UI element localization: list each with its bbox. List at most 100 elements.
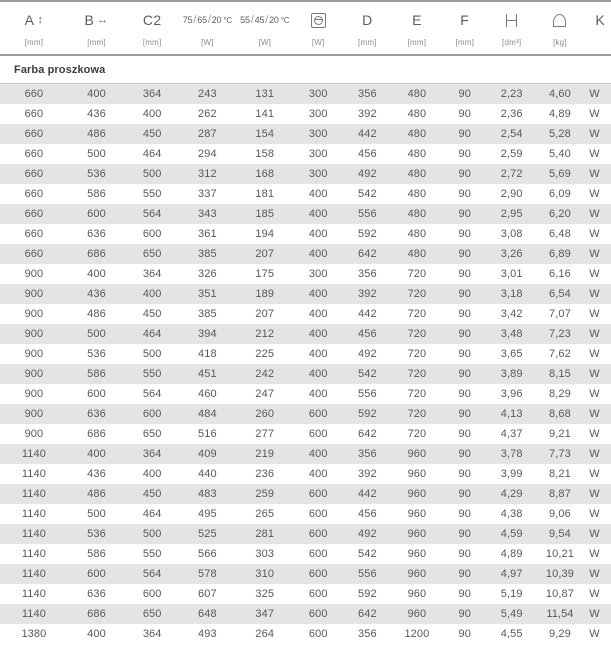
table-cell: 960 — [407, 548, 427, 560]
temp-degree-unit: °C — [280, 16, 290, 25]
table-cell: 400 — [308, 288, 328, 300]
table-cell: 2,72 — [500, 168, 523, 180]
table-cell: 90 — [458, 368, 471, 380]
table-cell: W — [589, 308, 600, 320]
column-unit-10: [kg] — [553, 38, 567, 47]
column-unit-2: [mm] — [142, 38, 162, 47]
table-cell: W — [589, 188, 600, 200]
table-cell: 4,89 — [549, 108, 571, 120]
table-cell: 409 — [198, 448, 217, 460]
table-row: 900 500 464 394 212 400 456 720 90 3,48 7,23 W — [0, 324, 611, 344]
table-cell: 400 — [87, 88, 106, 100]
table-cell: 277 — [255, 428, 275, 440]
table-cell: 564 — [142, 568, 162, 580]
temperature-55-45-20-icon: 55/45/20 °C — [239, 11, 290, 29]
table-cell: 400 — [142, 108, 162, 120]
table-column-header-1: B ↔ [mm] — [68, 11, 125, 48]
water-volume-icon — [506, 11, 518, 29]
table-row: 1140 686 650 648 347 600 642 960 90 5,49 11,54 W — [0, 604, 611, 624]
table-cell: 600 — [142, 228, 162, 240]
table-cell: W — [589, 88, 600, 100]
table-cell: 636 — [87, 228, 106, 240]
weight-icon — [553, 11, 567, 29]
table-cell: 225 — [255, 348, 275, 360]
table-cell: 686 — [87, 428, 106, 440]
table-cell: 592 — [358, 588, 377, 600]
table-cell: 3,96 — [500, 388, 523, 400]
table-cell: 300 — [308, 168, 328, 180]
table-cell: 566 — [198, 548, 217, 560]
table-cell: 493 — [198, 628, 217, 640]
table-row: 1140 400 364 409 219 400 356 960 90 3,78 7,73 W — [0, 444, 611, 464]
table-cell: 356 — [358, 628, 377, 640]
table-cell: 586 — [87, 368, 106, 380]
table-cell: 90 — [458, 548, 471, 560]
table-cell: 650 — [142, 608, 162, 620]
electric-heater-glyph — [310, 12, 326, 28]
table-cell: 480 — [407, 108, 427, 120]
table-cell: W — [589, 208, 600, 220]
product-dimension-table: A ↕ [mm] B ↔ [mm] C2 [mm] 75/65/20 °C [W] 55/45/20 °… — [0, 0, 611, 644]
table-cell: 500 — [142, 528, 162, 540]
table-row: 900 536 500 418 225 400 492 720 90 3,65 7,62 W — [0, 344, 611, 364]
table-cell: 3,99 — [500, 468, 523, 480]
column-symbol-A: A ↕ — [24, 11, 44, 28]
table-cell: 90 — [458, 308, 471, 320]
table-row: 660 536 500 312 168 300 492 480 90 2,72 5,69 W — [0, 164, 611, 184]
table-cell: W — [589, 408, 600, 420]
table-column-header-0: A ↕ [mm] — [0, 11, 68, 48]
table-cell: 337 — [198, 188, 217, 200]
table-cell: 3,89 — [500, 368, 523, 380]
table-cell: 456 — [358, 328, 377, 340]
table-cell: 9,54 — [549, 528, 571, 540]
table-group-label: Farba proszkowa — [14, 63, 106, 76]
column-symbol-B: B ↔ — [84, 11, 109, 28]
table-cell: 2,54 — [500, 128, 523, 140]
table-cell: W — [589, 448, 600, 460]
temp-value-1: 45 — [254, 15, 265, 25]
table-cell: W — [589, 248, 600, 260]
table-cell: W — [589, 128, 600, 140]
table-cell: 2,90 — [500, 188, 523, 200]
table-cell: 400 — [308, 388, 328, 400]
table-cell: 90 — [458, 488, 471, 500]
table-cell: 450 — [142, 128, 162, 140]
table-cell: 578 — [198, 568, 217, 580]
table-cell: 4,29 — [500, 488, 523, 500]
table-cell: 2,59 — [500, 148, 523, 160]
table-cell: 650 — [142, 428, 162, 440]
table-cell: 450 — [142, 488, 162, 500]
table-cell: 5,28 — [549, 128, 571, 140]
table-row: 900 400 364 326 175 300 356 720 90 3,01 6,16 W — [0, 264, 611, 284]
table-cell: 3,01 — [500, 268, 523, 280]
table-cell: 648 — [198, 608, 217, 620]
table-cell: 264 — [255, 628, 275, 640]
table-cell: 600 — [308, 548, 328, 560]
table-cell: 400 — [142, 288, 162, 300]
table-cell: 592 — [358, 408, 377, 420]
table-cell: 600 — [308, 428, 328, 440]
table-cell: 10,39 — [545, 568, 574, 580]
table-cell: 90 — [458, 128, 471, 140]
table-cell: 440 — [198, 468, 217, 480]
table-cell: 464 — [142, 508, 162, 520]
electric-heater-icon — [310, 11, 326, 29]
table-cell: 960 — [407, 608, 427, 620]
table-cell: 686 — [87, 608, 106, 620]
table-cell: 300 — [308, 88, 328, 100]
table-row: 900 636 600 484 260 600 592 720 90 4,13 8,68 W — [0, 404, 611, 424]
table-cell: 6,20 — [549, 208, 571, 220]
table-cell: 686 — [87, 248, 106, 260]
table-cell: 418 — [198, 348, 217, 360]
table-cell: 500 — [87, 508, 106, 520]
table-cell: 3,78 — [500, 448, 523, 460]
table-body: 660 400 364 243 131 300 356 480 90 2,23 4,60 W 660 43… — [0, 84, 611, 644]
table-cell: 536 — [87, 348, 106, 360]
table-header-row: A ↕ [mm] B ↔ [mm] C2 [mm] 75/65/20 °C [W] 55/45/20 °… — [0, 2, 611, 54]
table-cell: 480 — [407, 188, 427, 200]
table-cell: 720 — [407, 428, 427, 440]
table-group-row: Farba proszkowa — [0, 56, 611, 84]
table-cell: 385 — [198, 248, 217, 260]
table-column-header-2: C2 [mm] — [125, 11, 179, 48]
table-cell: 556 — [358, 388, 377, 400]
